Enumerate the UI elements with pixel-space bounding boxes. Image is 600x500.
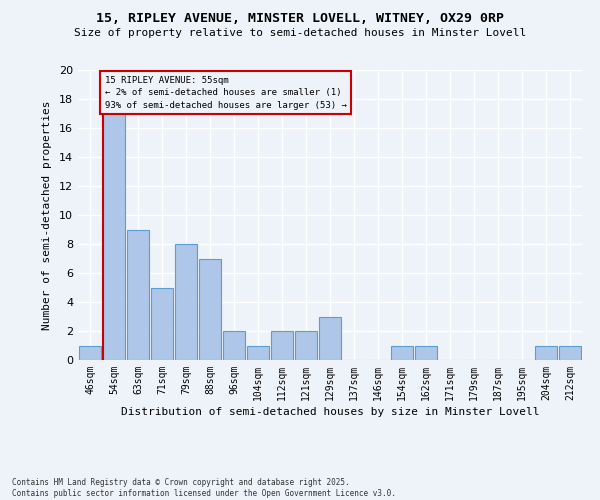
Bar [199, 258, 221, 360]
Bar [127, 230, 149, 360]
Bar [391, 346, 413, 360]
Bar [295, 331, 317, 360]
Text: Size of property relative to semi-detached houses in Minster Lovell: Size of property relative to semi-detach… [74, 28, 526, 38]
Text: Contains HM Land Registry data © Crown copyright and database right 2025.
Contai: Contains HM Land Registry data © Crown c… [12, 478, 396, 498]
Bar [535, 346, 557, 360]
Text: 15 RIPLEY AVENUE: 55sqm
← 2% of semi-detached houses are smaller (1)
93% of semi: 15 RIPLEY AVENUE: 55sqm ← 2% of semi-det… [105, 76, 347, 110]
Bar [103, 114, 125, 360]
X-axis label: Distribution of semi-detached houses by size in Minster Lovell: Distribution of semi-detached houses by … [121, 407, 539, 417]
Bar [271, 331, 293, 360]
Bar [319, 316, 341, 360]
Bar [559, 346, 581, 360]
Bar [175, 244, 197, 360]
Y-axis label: Number of semi-detached properties: Number of semi-detached properties [42, 100, 52, 330]
Bar [247, 346, 269, 360]
Bar [151, 288, 173, 360]
Bar [79, 346, 101, 360]
Text: 15, RIPLEY AVENUE, MINSTER LOVELL, WITNEY, OX29 0RP: 15, RIPLEY AVENUE, MINSTER LOVELL, WITNE… [96, 12, 504, 26]
Bar [415, 346, 437, 360]
Bar [223, 331, 245, 360]
